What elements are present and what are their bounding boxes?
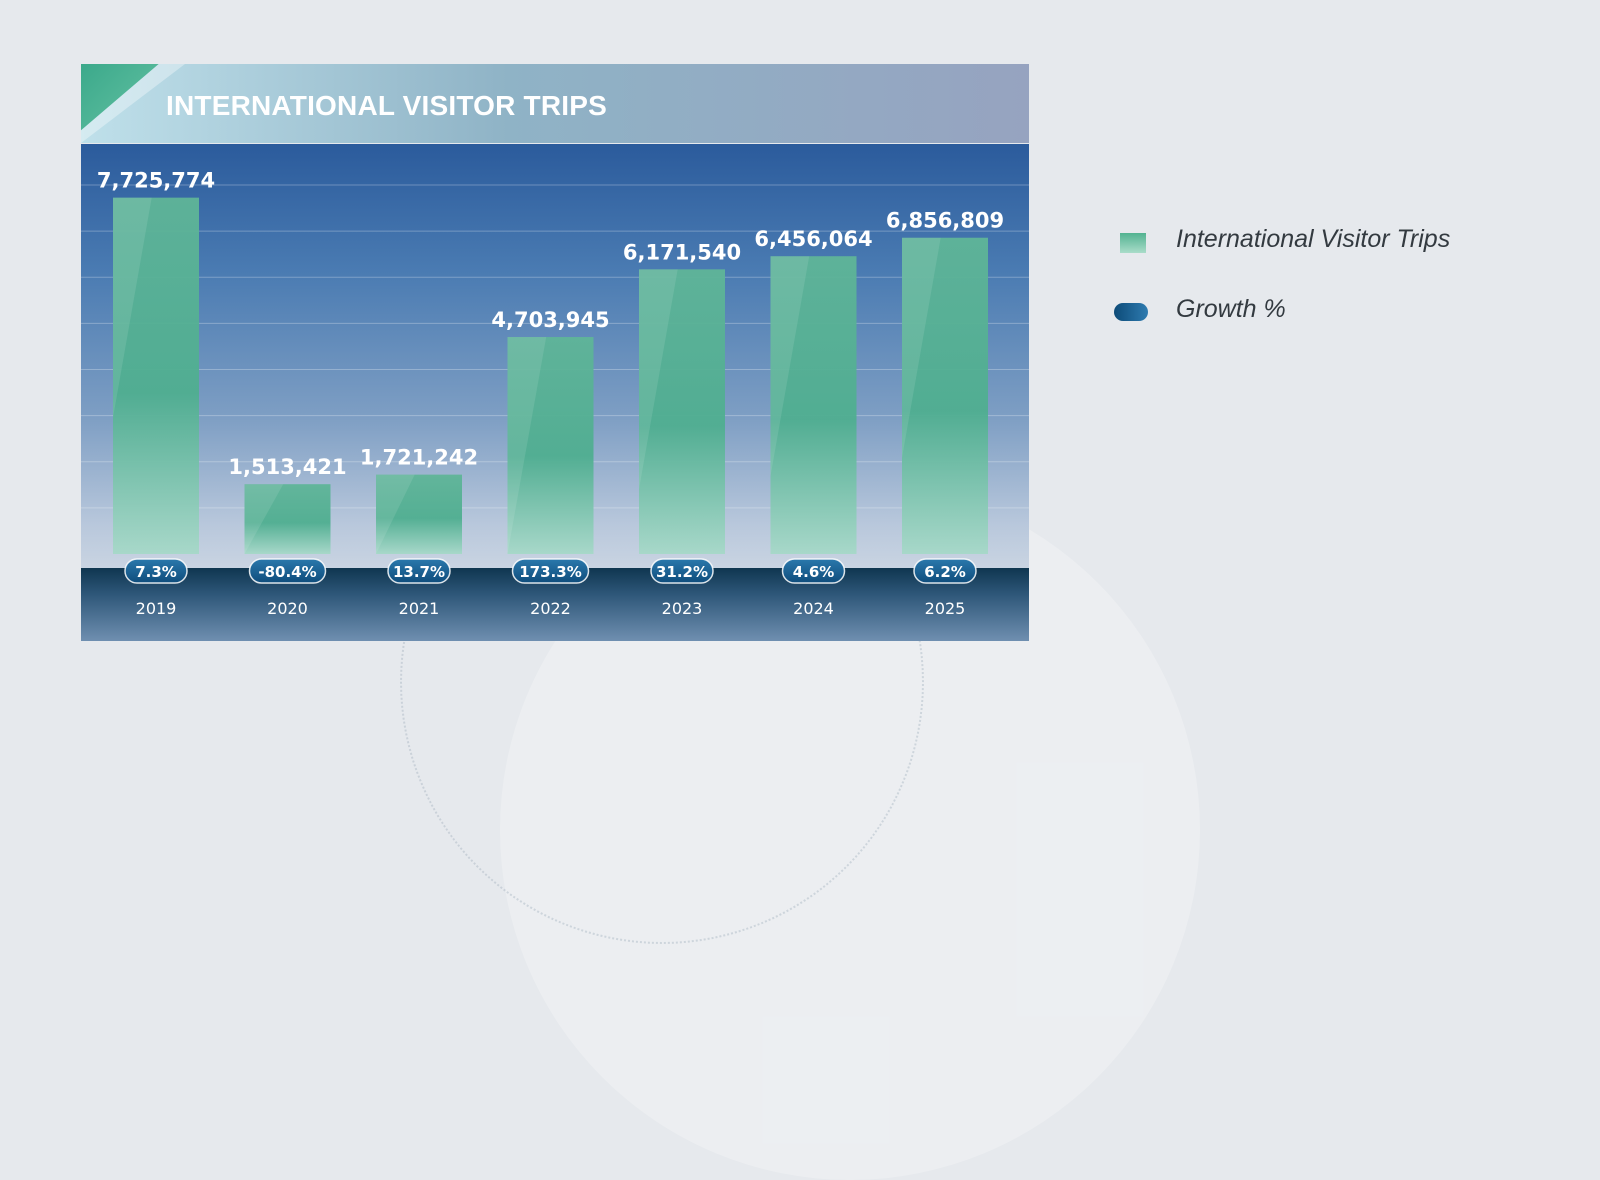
growth-label: 13.7% [393, 563, 445, 581]
growth-pill [650, 558, 714, 584]
bar-sheen [902, 237, 941, 458]
growth-pill [248, 558, 327, 584]
data-label: 6,856,809 [886, 209, 1004, 233]
bar-swatch-icon [1120, 233, 1146, 253]
data-label: 6,171,540 [623, 240, 741, 264]
bar [113, 197, 199, 554]
x-tick-label: 2025 [925, 599, 966, 618]
bar [376, 474, 462, 554]
growth-pill [124, 558, 188, 584]
pill-swatch-icon [1114, 303, 1148, 321]
growth-label: 31.2% [656, 563, 708, 581]
growth-label: -80.4% [258, 563, 316, 581]
bar-sheen [770, 256, 810, 477]
bar-sheen [507, 337, 547, 554]
growth-label: 4.6% [793, 563, 835, 581]
bar-sheen [639, 269, 678, 490]
growth-label: 173.3% [519, 563, 581, 581]
growth-pill [781, 558, 846, 584]
x-tick-label: 2024 [793, 599, 834, 618]
data-label: 7,725,774 [97, 169, 215, 193]
bar [902, 237, 988, 555]
x-tick-label: 2023 [662, 599, 703, 618]
growth-label: 6.2% [924, 563, 966, 581]
chart-title: INTERNATIONAL VISITOR TRIPS [166, 90, 607, 121]
bar [639, 269, 725, 554]
legend-label: Growth % [1176, 295, 1286, 323]
bar-chart: 7,725,774 1,513,421 1,721,242 4,703,945 6,17… [81, 169, 1029, 618]
x-tick-label: 2020 [267, 599, 308, 618]
bar [507, 337, 594, 554]
bar [770, 256, 857, 554]
bar-sheen [244, 484, 284, 554]
chart-header: INTERNATIONAL VISITOR TRIPS [81, 64, 1029, 143]
bar-sheen [376, 474, 415, 554]
x-tick-label: 2021 [399, 599, 440, 618]
x-tick-label: 2022 [530, 599, 571, 618]
data-label: 1,721,242 [360, 446, 478, 470]
growth-pill [913, 558, 977, 584]
data-label: 4,703,945 [491, 308, 609, 332]
data-label: 1,513,421 [228, 455, 346, 479]
chart-card: INTERNATIONAL VISITOR TRIPS 7,725,774 1,5… [81, 64, 1029, 641]
growth-pill [511, 558, 590, 584]
bar [244, 484, 331, 554]
data-label: 6,456,064 [754, 227, 872, 251]
x-tick-label: 2019 [136, 599, 177, 618]
growth-pill [387, 558, 451, 584]
legend-label: International Visitor Trips [1176, 225, 1451, 253]
growth-label: 7.3% [135, 563, 177, 581]
